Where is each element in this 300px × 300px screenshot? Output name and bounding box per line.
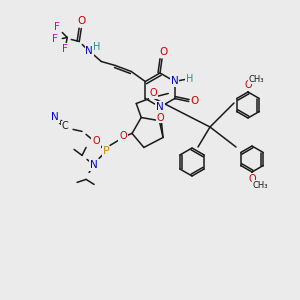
Text: H: H: [186, 74, 194, 83]
Text: O: O: [149, 88, 157, 98]
Text: N: N: [85, 46, 93, 56]
Text: O: O: [92, 136, 100, 146]
Text: CH₃: CH₃: [248, 74, 264, 83]
Text: P: P: [103, 146, 110, 156]
Text: N: N: [156, 102, 164, 112]
Text: H: H: [93, 43, 100, 52]
Text: CH₃: CH₃: [252, 181, 268, 190]
Text: N: N: [51, 112, 59, 122]
Text: F: F: [62, 44, 68, 55]
Text: N: N: [171, 76, 178, 86]
Text: O: O: [244, 80, 252, 90]
Text: O: O: [77, 16, 86, 26]
Text: O: O: [157, 113, 164, 123]
Text: F: F: [52, 34, 58, 44]
Text: O: O: [119, 131, 127, 141]
Text: O: O: [159, 47, 167, 57]
Text: O: O: [248, 174, 256, 184]
Text: N: N: [90, 160, 98, 170]
Text: C: C: [62, 122, 68, 131]
Text: F: F: [54, 22, 60, 32]
Text: O: O: [190, 97, 199, 106]
